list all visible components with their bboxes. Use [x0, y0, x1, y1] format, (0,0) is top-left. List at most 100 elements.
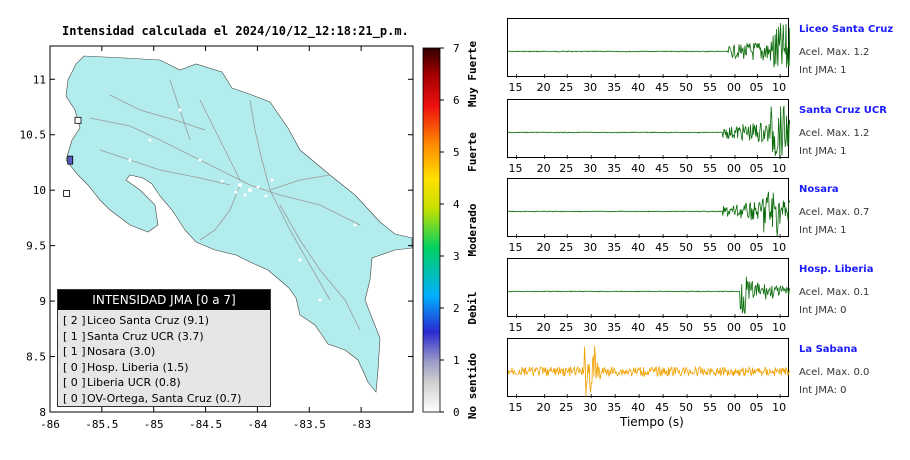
waveform-x-ticks: 15 20 25 30 35 40 45 50 55 00 05 10 [507, 81, 789, 95]
colorbar-labels: No sentido Debil Moderado Fuerte Muy Fuerte [466, 41, 479, 420]
colorbar-tick-label: 3 [453, 250, 460, 263]
colorbar-tick-label: 1 [453, 354, 460, 367]
waveform-tick-label: 25 [559, 401, 574, 414]
colorbar-tick-label: 2 [453, 302, 460, 315]
waveform-tick-label: 50 [679, 81, 694, 94]
waveform-trace [508, 191, 790, 237]
waveform-tick-label: 10 [772, 241, 787, 254]
waveform-tick-label: 30 [583, 321, 598, 334]
waveform-plot [507, 18, 790, 78]
waveform-plot [507, 178, 790, 238]
waveform-tick-label: 10 [772, 162, 787, 175]
waveform-tick-label: 55 [703, 81, 718, 94]
map-x-tick-label: -83 [351, 418, 371, 431]
waveform-tick-label: 05 [749, 241, 764, 254]
waveform-tick-label: 45 [655, 241, 670, 254]
colorbar-tick-label: 4 [453, 198, 460, 211]
time-axis-label: Tiempo (s) [620, 415, 684, 429]
waveform-tick-label: 40 [631, 241, 646, 254]
station-jma-intensity: Int JMA: 1 [799, 65, 847, 76]
station-name: Santa Cruz UCR [799, 105, 887, 116]
map-y-tick-label: 11 [33, 73, 46, 86]
map-y-tick-label: 8 [39, 406, 46, 419]
legend-list: [ 2 ]Liceo Santa Cruz (9.1)[ 1 ]Santa Cr… [58, 313, 270, 406]
waveform-x-ticks: 15 20 25 30 35 40 45 50 55 00 05 10 [507, 162, 789, 176]
station-name: Nosara [799, 184, 839, 195]
waveform-plot [507, 99, 790, 159]
colorbar-tick-label: 7 [453, 42, 460, 55]
waveform-tick-label: 35 [607, 162, 622, 175]
colorbar-tick-label: 5 [453, 146, 460, 159]
waveform-tick-label: 25 [559, 162, 574, 175]
legend-item: [ 0 ]Liberia UCR (0.8) [63, 375, 270, 391]
waveform-tick-label: 20 [536, 81, 551, 94]
colorbar-level-label: Fuerte [466, 132, 479, 172]
colorbar-level-label: No sentido [466, 353, 479, 420]
map-y-tick-label: 9 [39, 295, 46, 308]
waveform-tick-label: 45 [655, 81, 670, 94]
map-x-tick-label: -84.5 [189, 418, 222, 431]
waveform-trace [508, 105, 790, 159]
colorbar-ticks: 0 1 2 3 4 5 6 7 [440, 42, 460, 419]
waveform-tick-label: 00 [727, 162, 741, 175]
waveform-tick-label: 55 [703, 241, 718, 254]
waveform-tick-label: 05 [749, 81, 764, 94]
map-x-tick-label: -84 [247, 418, 267, 431]
waveform-x-ticks: 15 20 25 30 35 40 45 50 55 00 05 10 [507, 321, 789, 335]
waveform-tick-label: 00 [727, 401, 741, 414]
map-axes: -86 -85.5 -85 -84.5 -84 -83.5 -83 11 10.5 10 9.5 9 8… [20, 46, 413, 431]
map-x-tick-label: -86 [40, 418, 60, 431]
waveform-plot [507, 338, 790, 398]
waveform-tick-label: 40 [631, 162, 646, 175]
waveform-tick-label: 55 [703, 162, 718, 175]
waveform-tick-label: 35 [607, 321, 622, 334]
map-title: Intensidad calculada el 2024/10/12_12:18… [62, 24, 409, 38]
waveform-x-ticks: 15 20 25 30 35 40 45 50 55 00 05 10 [507, 241, 789, 255]
waveform-tick-label: 45 [655, 162, 670, 175]
waveform-tick-label: 40 [631, 401, 646, 414]
waveform-tick-label: 10 [772, 321, 787, 334]
map-y-tick-label: 8.5 [26, 351, 46, 364]
waveform-tick-label: 55 [703, 401, 718, 414]
waveform-tick-label: 00 [727, 81, 741, 94]
legend-item-label: Liceo Santa Cruz (9.1) [87, 314, 209, 327]
waveform-tick-label: 35 [607, 401, 622, 414]
legend-item-level: [ 2 ] [63, 314, 86, 327]
station-name: La Sabana [799, 344, 858, 355]
costa-rica-land [65, 55, 413, 393]
waveform-tick-label: 45 [655, 321, 670, 334]
legend-item-level: [ 0 ] [63, 376, 86, 389]
map-x-tick-label: -85.5 [85, 418, 118, 431]
legend-title: INTENSIDAD JMA [0 a 7] [58, 290, 270, 310]
colorbar-level-label: Debil [466, 291, 479, 324]
legend-item-level: [ 1 ] [63, 329, 86, 343]
legend-item: [ 1 ]Nosara (3.0) [63, 344, 270, 360]
legend-item-label: Santa Cruz UCR (3.7) [87, 329, 204, 343]
map-y-tick-label: 10.5 [20, 129, 47, 142]
waveform-tick-label: 15 [508, 162, 523, 175]
waveform-tick-label: 10 [772, 401, 787, 414]
waveform-tick-label: 20 [536, 321, 551, 334]
legend-item-level: [ 1 ] [63, 345, 86, 358]
legend-item-level: [ 0 ] [63, 360, 86, 374]
station-marker [74, 116, 82, 124]
waveform-tick-label: 25 [559, 241, 574, 254]
waveform-tick-label: 50 [679, 162, 694, 175]
map-x-tick-label: -83.5 [293, 418, 326, 431]
legend-item: [ 0 ]OV-Ortega, Santa Cruz (0.7) [63, 391, 270, 407]
waveform-tick-label: 40 [631, 81, 646, 94]
legend-item-label: Nosara (3.0) [87, 345, 156, 358]
waveform-tick-label: 15 [508, 81, 523, 94]
legend-item-label: Liberia UCR (0.8) [87, 376, 181, 389]
station-jma-intensity: Int JMA: 0 [799, 305, 847, 316]
waveform-x-ticks: 15 20 25 30 35 40 45 50 55 00 05 10 [507, 401, 789, 415]
station-markers [63, 116, 82, 197]
waveform-plot [507, 258, 790, 318]
towns-layer [128, 108, 357, 302]
waveform-tick-label: 45 [655, 401, 670, 414]
waveform-tick-label: 55 [703, 321, 718, 334]
waveform-tick-label: 35 [607, 241, 622, 254]
waveform-tick-label: 10 [772, 81, 787, 94]
station-name: Liceo Santa Cruz [799, 24, 894, 35]
legend-item-level: [ 0 ] [63, 391, 86, 405]
